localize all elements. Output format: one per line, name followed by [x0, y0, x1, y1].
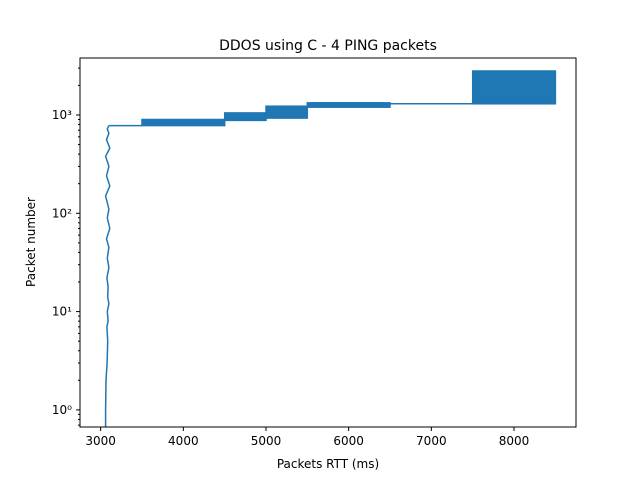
series-0-dense-band-3: [223, 112, 267, 122]
x-tick-label: 7000: [416, 434, 447, 448]
series-0-dense-band-7: [471, 70, 557, 105]
y-axis-title: Packet number: [24, 197, 38, 287]
series-group: [104, 70, 557, 427]
x-tick-label: 4000: [168, 434, 199, 448]
y-tick-label: 10¹: [52, 305, 72, 319]
series-0-dense-band-4: [265, 105, 309, 119]
axes: 3000 4000 5000 6000 7000 8000 10⁰ 10¹ 10² 10³: [52, 57, 577, 448]
chart-title: DDOS using C - 4 PING packets: [219, 38, 437, 54]
y-tick-label: 10²: [52, 206, 72, 220]
x-axis-title: Packets RTT (ms): [277, 457, 379, 471]
plot-area: [104, 70, 557, 427]
x-tick-label: 3000: [85, 434, 116, 448]
y-tick-label: 10³: [52, 108, 72, 122]
series-0-line-segment-0: [104, 125, 111, 427]
x-tick-label: 5000: [251, 434, 282, 448]
series-0-dense-band-5: [306, 102, 391, 108]
x-tick-label: 8000: [499, 434, 530, 448]
y-tick-label: 10⁰: [52, 403, 72, 417]
x-tick-label: 6000: [333, 434, 364, 448]
series-0-dense-band-2: [141, 118, 226, 127]
